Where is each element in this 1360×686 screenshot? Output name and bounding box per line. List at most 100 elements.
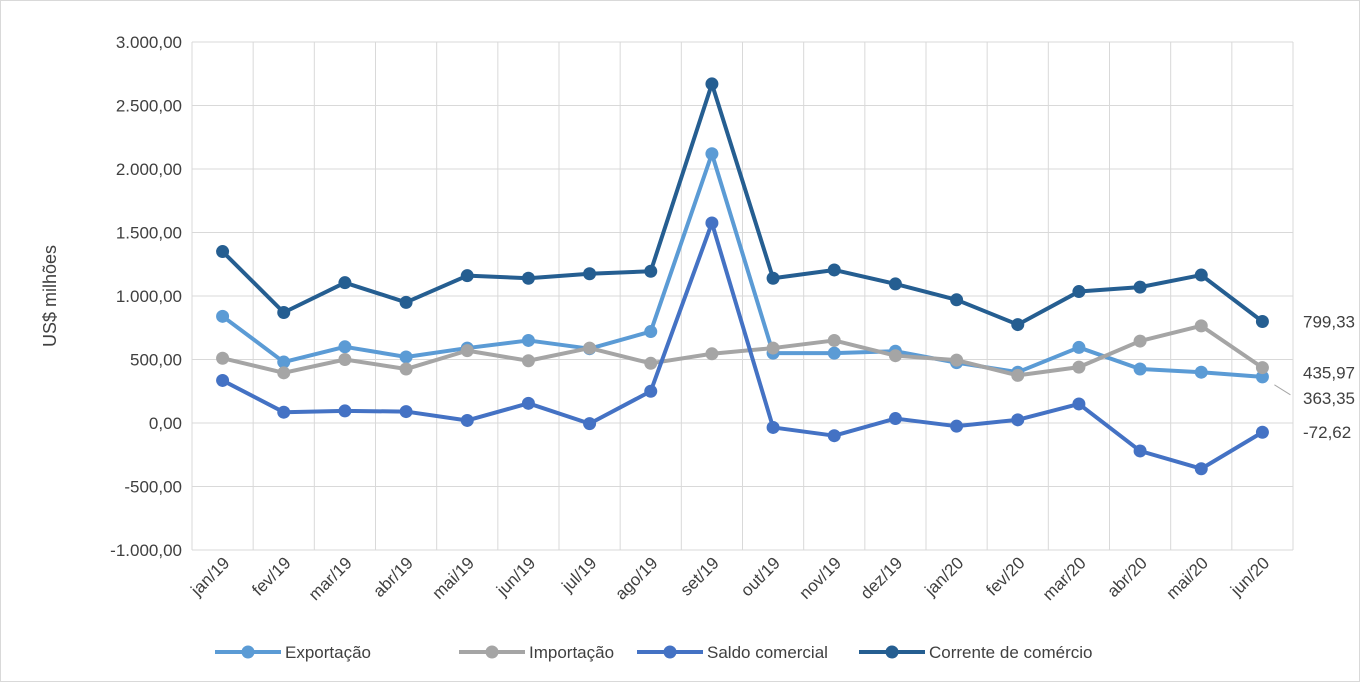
data-point bbox=[583, 341, 597, 355]
data-point bbox=[1133, 444, 1147, 458]
series-2 bbox=[216, 216, 1269, 476]
data-point bbox=[277, 306, 291, 320]
data-point bbox=[705, 347, 719, 361]
data-point bbox=[827, 346, 841, 360]
data-point bbox=[1133, 362, 1147, 376]
data-point bbox=[399, 295, 413, 309]
x-tick-label: mai/19 bbox=[429, 553, 479, 603]
legend-item-1: Importação bbox=[459, 643, 614, 662]
data-point bbox=[1194, 462, 1208, 476]
data-point bbox=[338, 353, 352, 366]
data-point bbox=[1072, 360, 1086, 374]
data-point bbox=[888, 349, 902, 363]
y-tick-label: 2.000,00 bbox=[116, 160, 182, 179]
legend-label: Exportação bbox=[285, 643, 371, 662]
data-point bbox=[1255, 370, 1269, 384]
x-tick-label: jun/19 bbox=[492, 553, 539, 600]
data-point bbox=[216, 351, 230, 365]
y-axis: -1.000,00 -500,00 0,00 500,00 1.000,00 1.500,… bbox=[110, 33, 182, 560]
legend-item-0: Exportação bbox=[215, 643, 371, 662]
x-tick-label: set/19 bbox=[677, 553, 723, 599]
data-point bbox=[1133, 334, 1147, 348]
x-tick-label: jul/19 bbox=[558, 553, 601, 596]
data-point bbox=[1255, 314, 1269, 328]
y-tick-label: -1.000,00 bbox=[110, 541, 182, 560]
data-point bbox=[1194, 319, 1208, 333]
leader-line bbox=[1274, 384, 1291, 396]
x-tick-label: mai/20 bbox=[1163, 553, 1213, 603]
series-3 bbox=[216, 77, 1269, 332]
data-point bbox=[583, 417, 597, 431]
x-tick-label: mar/19 bbox=[305, 553, 356, 604]
series-line bbox=[222, 323, 1264, 378]
x-tick-label: jan/19 bbox=[187, 553, 234, 600]
data-point bbox=[1072, 285, 1086, 299]
y-tick-label: -500,00 bbox=[124, 478, 182, 497]
data-point bbox=[644, 356, 658, 370]
data-point bbox=[1255, 425, 1269, 439]
x-tick-label: fev/20 bbox=[982, 553, 1028, 599]
legend-item-2: Saldo comercial bbox=[637, 643, 828, 662]
data-point bbox=[950, 419, 964, 433]
data-point bbox=[1194, 365, 1208, 379]
data-point bbox=[399, 350, 413, 364]
x-tick-label: out/19 bbox=[737, 553, 784, 600]
data-point bbox=[827, 263, 841, 277]
x-tick-label: abr/20 bbox=[1103, 553, 1151, 601]
data-point bbox=[1011, 413, 1025, 427]
data-point bbox=[950, 353, 964, 367]
data-point bbox=[277, 366, 291, 380]
data-point bbox=[399, 405, 413, 419]
data-point bbox=[950, 293, 964, 307]
x-tick-label: fev/19 bbox=[248, 553, 294, 599]
x-tick-label: jun/20 bbox=[1226, 553, 1273, 600]
data-point bbox=[277, 355, 291, 369]
series-line bbox=[221, 81, 1264, 327]
data-point bbox=[338, 404, 352, 418]
data-point bbox=[888, 412, 902, 426]
y-tick-label: 2.500,00 bbox=[116, 97, 182, 116]
data-point bbox=[521, 271, 535, 285]
data-point bbox=[216, 309, 230, 323]
data-point bbox=[1072, 340, 1086, 354]
data-point bbox=[216, 373, 230, 387]
data-point bbox=[460, 413, 474, 427]
data-point bbox=[705, 147, 719, 161]
x-tick-label: jan/20 bbox=[921, 553, 968, 600]
data-point bbox=[1194, 268, 1208, 282]
data-point bbox=[705, 77, 719, 91]
data-labels: 363,35 435,97 -72,62 799,33 bbox=[1274, 312, 1355, 442]
series-line bbox=[221, 151, 1263, 379]
legend-label: Corrente de comércio bbox=[929, 643, 1092, 662]
y-tick-label: 3.000,00 bbox=[116, 33, 182, 52]
data-point bbox=[766, 341, 780, 355]
y-tick-label: 500,00 bbox=[130, 351, 182, 370]
data-point bbox=[460, 344, 474, 358]
x-tick-label: dez/19 bbox=[857, 553, 907, 603]
data-point bbox=[888, 277, 902, 291]
end-value-label: 799,33 bbox=[1303, 312, 1355, 331]
data-point bbox=[705, 216, 719, 230]
y-tick-label: 1.000,00 bbox=[116, 287, 182, 306]
x-tick-label: mar/20 bbox=[1039, 553, 1090, 604]
y-tick-label: 0,00 bbox=[149, 414, 182, 433]
data-point bbox=[766, 420, 780, 434]
data-point bbox=[521, 354, 535, 368]
end-value-label: -72,62 bbox=[1303, 423, 1351, 442]
y-tick-label: 1.500,00 bbox=[116, 224, 182, 243]
legend-item-3: Corrente de comércio bbox=[859, 643, 1092, 662]
x-tick-label: nov/19 bbox=[796, 553, 846, 603]
data-point bbox=[521, 396, 535, 410]
data-point bbox=[766, 271, 780, 285]
data-point bbox=[338, 276, 352, 290]
legend-marker bbox=[241, 645, 255, 659]
data-point bbox=[1011, 368, 1025, 382]
data-point bbox=[644, 264, 658, 278]
x-axis: jan/19 fev/19 mar/19 abr/19 mai/19 jun/19 jul/… bbox=[187, 553, 1274, 604]
end-value-label: 435,97 bbox=[1303, 364, 1355, 383]
data-point bbox=[338, 340, 352, 354]
legend-label: Importação bbox=[529, 643, 614, 662]
data-point bbox=[644, 384, 658, 398]
data-point bbox=[827, 333, 841, 347]
